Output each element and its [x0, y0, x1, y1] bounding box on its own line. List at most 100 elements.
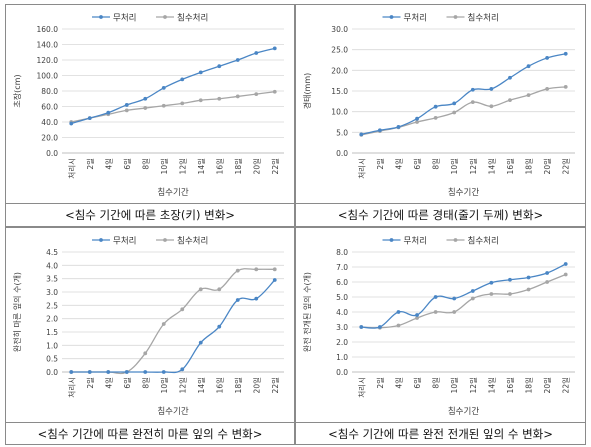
- y-tick-label: 4.0: [46, 261, 58, 270]
- x-tick-label: 20일: [252, 377, 261, 394]
- legend-label-0: 무처리: [113, 237, 136, 247]
- data-point: [452, 310, 457, 314]
- data-point: [415, 313, 419, 317]
- data-point: [396, 125, 401, 129]
- y-tick-label: 140.0: [37, 41, 59, 50]
- legend-marker-0: [389, 15, 394, 19]
- caption-dried-leaves: <침수 기간에 따른 완전히 마른 잎의 수 변화>: [5, 423, 295, 445]
- x-axis-title: 침수기간: [448, 406, 479, 417]
- x-tick-label: 22일: [271, 158, 280, 175]
- data-point: [526, 275, 531, 280]
- y-tick-label: 3.0: [46, 288, 58, 297]
- y-tick-label: 2.0: [336, 338, 348, 347]
- data-point: [452, 296, 457, 301]
- x-tick-label: 12일: [469, 158, 478, 175]
- data-point: [254, 267, 259, 272]
- data-point: [198, 340, 203, 345]
- x-tick-label: 16일: [215, 377, 224, 394]
- legend: 무처리 침수처리: [92, 237, 208, 247]
- data-point: [161, 103, 166, 108]
- x-tick-label: 20일: [252, 158, 261, 175]
- data-point: [217, 64, 222, 69]
- x-tick-label: 10일: [450, 377, 459, 394]
- chart-plant-height-svg: 무처리 침수처리 0.0 20.0 40.0 60.0 80.0 100.0 120.0 140.…: [12, 14, 284, 198]
- legend-label-1: 침수처리: [177, 237, 208, 247]
- x-tick-label: 10일: [160, 158, 169, 175]
- x-tick-label: 18일: [525, 158, 534, 175]
- caption-stem-diameter-text: <침수 기간에 따른 경태(줄기 두께) 변화>: [337, 208, 544, 222]
- data-point: [272, 278, 277, 282]
- y-tick-label: 0.0: [336, 368, 348, 377]
- caption-stem-diameter: <침수 기간에 따른 경태(줄기 두께) 변화>: [295, 204, 586, 227]
- data-point: [545, 56, 550, 60]
- data-point: [272, 267, 277, 272]
- data-point: [254, 296, 259, 301]
- legend-marker-1: [163, 15, 167, 19]
- y-axis-title: 초장(cm): [12, 74, 22, 107]
- data-point: [526, 93, 531, 98]
- data-point: [489, 104, 494, 109]
- caption-plant-height-text: <침수 기간에 따른 초장(키) 변화>: [65, 208, 235, 222]
- y-tick-label: 0.0: [46, 368, 58, 377]
- legend-label-1: 침수처리: [468, 237, 499, 247]
- data-point: [161, 322, 166, 326]
- x-tick-label: 20일: [543, 158, 552, 175]
- data-point: [143, 106, 148, 110]
- data-point: [69, 121, 74, 126]
- x-tick-label: 2일: [86, 158, 95, 170]
- data-point: [433, 115, 438, 120]
- data-point: [526, 287, 531, 292]
- data-point: [433, 295, 438, 299]
- legend: 무처리 침수처리: [382, 237, 499, 247]
- data-point: [508, 98, 512, 102]
- data-point: [470, 289, 475, 293]
- data-point: [415, 316, 419, 320]
- x-tick-label: 18일: [234, 377, 243, 394]
- y-tick-label: 3.0: [336, 323, 348, 332]
- data-point: [489, 292, 494, 296]
- data-point: [545, 280, 550, 284]
- y-tick-label: 1.5: [46, 328, 58, 337]
- x-axis-title: 침수기간: [157, 406, 188, 417]
- data-point: [87, 116, 92, 121]
- data-point: [143, 351, 148, 356]
- data-point: [563, 262, 568, 266]
- legend-marker-1: [453, 15, 458, 19]
- data-point: [180, 101, 185, 106]
- x-tick-label: 18일: [234, 158, 243, 175]
- y-tick-label: 2.5: [46, 301, 58, 310]
- x-tick-label: 10일: [450, 158, 459, 175]
- data-point: [106, 110, 111, 115]
- data-point: [254, 92, 259, 96]
- y-tick-label: 7.0: [336, 263, 348, 272]
- data-point: [563, 51, 568, 56]
- series-line-1: [361, 273, 566, 329]
- y-tick-label: 3.5: [46, 275, 58, 284]
- x-tick-label: 14일: [487, 158, 496, 175]
- caption-expanded-leaves-text: <침수 기간에 따른 완전 전개된 잎의 수 변화>: [328, 426, 553, 441]
- y-tick-label: 1.0: [46, 341, 58, 350]
- x-tick-label: 4일: [394, 377, 403, 389]
- data-point: [124, 370, 129, 374]
- y-tick-label: 100.0: [37, 72, 59, 81]
- x-tick-label: 4일: [104, 158, 113, 170]
- legend-marker-0: [99, 15, 103, 19]
- x-tick-label: 4일: [394, 158, 403, 170]
- data-point: [433, 310, 438, 314]
- data-point: [415, 120, 419, 124]
- data-point: [508, 292, 512, 296]
- data-point: [198, 70, 203, 75]
- caption-plant-height: <침수 기간에 따른 초장(키) 변화>: [5, 204, 295, 227]
- legend-label-0: 무처리: [113, 14, 136, 24]
- data-point: [217, 324, 222, 329]
- x-axis-title: 침수기간: [157, 187, 188, 198]
- y-axis-title: 경태(mm): [302, 73, 312, 110]
- x-tick-label: 4일: [104, 377, 113, 389]
- data-point: [124, 103, 129, 107]
- data-point: [489, 87, 494, 91]
- y-tick-label: 10.0: [331, 108, 348, 117]
- data-point: [470, 296, 475, 301]
- data-point: [272, 89, 277, 94]
- y-axis-title: 완전히 마른 잎의 수(개): [12, 272, 22, 352]
